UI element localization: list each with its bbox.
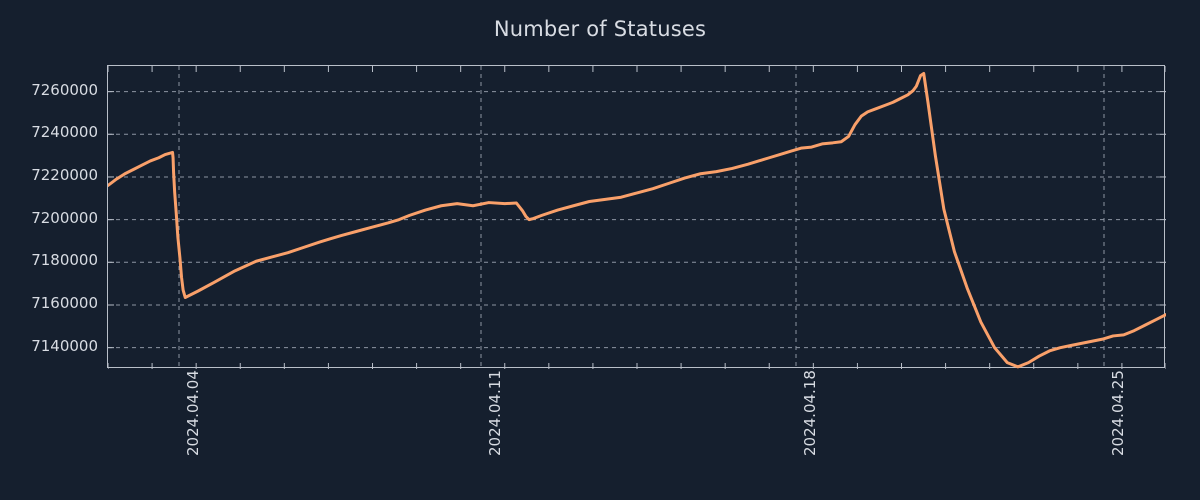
y-axis-tick-label: 7220000 (31, 165, 98, 184)
y-axis-tick-label: 7200000 (31, 208, 98, 227)
chart-title: Number of Statuses (493, 17, 707, 41)
y-axis-tick-labels: 7140000 7160000 7180000 7200000 7220000 72400… (0, 0, 98, 500)
data-series-line (108, 71, 1166, 369)
y-axis-tick-label: 7240000 (31, 123, 98, 142)
vertical-gridlines (178, 66, 1105, 369)
horizontal-gridlines (108, 91, 1166, 349)
y-axis-tick-label: 7140000 (31, 336, 98, 355)
axis-ticks (108, 66, 1166, 369)
y-axis-tick-label: 7260000 (31, 80, 98, 99)
y-axis-tick-label: 7180000 (31, 251, 98, 270)
y-axis-tick-label: 7160000 (31, 293, 98, 312)
x-axis-tick-label: 2024.04.18 (801, 370, 819, 456)
plot-area (107, 65, 1166, 369)
x-axis-tick-label: 2024.04.11 (486, 370, 504, 456)
line-chart-svg (108, 66, 1166, 369)
x-axis-tick-label: 2024.04.04 (184, 370, 202, 456)
x-axis-tick-label: 2024.04.25 (1109, 370, 1127, 456)
